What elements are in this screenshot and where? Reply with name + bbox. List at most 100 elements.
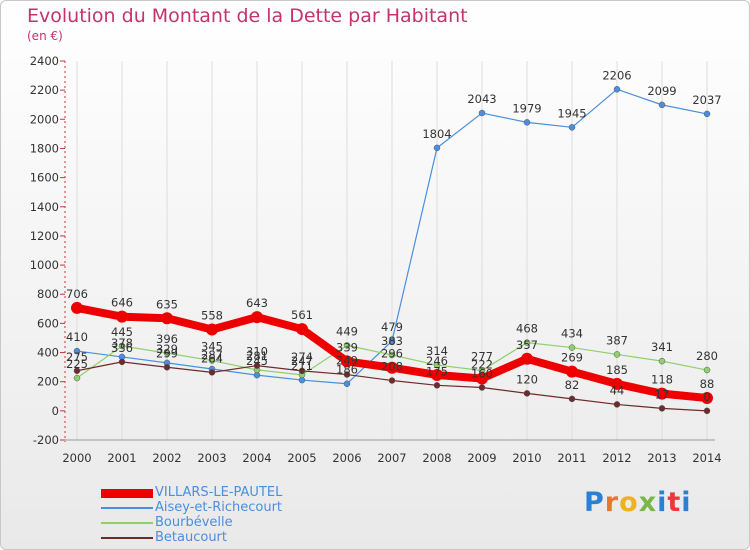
data-label: 277 <box>471 349 493 363</box>
x-tick-label: 2004 <box>242 451 271 465</box>
x-tick-label: 2002 <box>152 451 181 465</box>
data-point <box>73 367 81 375</box>
data-label: 186 <box>336 363 358 377</box>
data-label: 208 <box>381 360 403 374</box>
data-point <box>433 382 441 389</box>
y-tick-label: 1200 <box>30 229 59 243</box>
data-point <box>343 342 351 349</box>
data-point <box>703 366 711 374</box>
data-point <box>73 374 81 382</box>
data-point <box>206 323 218 336</box>
data-label: 383 <box>381 334 403 348</box>
data-label: 225 <box>66 357 88 371</box>
logo-letter: t <box>667 487 682 518</box>
data-point <box>568 124 576 131</box>
data-point <box>118 358 126 366</box>
data-point <box>613 351 621 358</box>
legend-item: Bourbévelle <box>101 515 361 531</box>
x-tick-label: 2000 <box>62 451 91 465</box>
data-point <box>208 357 216 364</box>
x-tick-label: 2008 <box>422 451 451 465</box>
data-point <box>478 384 486 391</box>
x-tick-label: 2005 <box>287 451 316 465</box>
logo-letter: x <box>638 487 658 518</box>
data-label: 118 <box>651 373 673 387</box>
data-point <box>523 339 531 346</box>
data-label: 357 <box>516 338 538 352</box>
data-label: 558 <box>201 309 223 323</box>
data-point <box>566 365 578 378</box>
data-label: 561 <box>291 308 313 322</box>
data-point <box>251 311 263 324</box>
x-tick-label: 2010 <box>512 451 541 465</box>
y-tick-label: 0 <box>52 404 59 418</box>
data-point <box>701 392 713 405</box>
data-point <box>658 357 666 365</box>
data-label: 387 <box>606 333 628 347</box>
data-point <box>298 367 306 375</box>
legend-swatch <box>101 489 153 498</box>
legend-swatch <box>101 507 153 509</box>
data-point <box>163 364 171 371</box>
y-tick-label: 1600 <box>30 171 59 185</box>
y-tick-label: 1800 <box>30 141 59 155</box>
data-label: 1945 <box>557 106 586 120</box>
chart-title: Evolution du Montant de la Dette par Hab… <box>27 5 468 27</box>
data-point <box>431 368 443 381</box>
legend-label: Bourbévelle <box>155 515 233 530</box>
proxiti-logo: Proxiti <box>584 487 692 518</box>
data-label: 643 <box>246 296 268 310</box>
data-label: 2037 <box>692 93 721 107</box>
data-point <box>341 355 353 368</box>
data-label: 269 <box>561 351 583 365</box>
legend-swatch <box>101 522 153 524</box>
data-label: 2206 <box>602 68 631 82</box>
data-label: 296 <box>381 347 403 361</box>
data-label: 280 <box>696 349 718 363</box>
x-tick-label: 2013 <box>647 451 676 465</box>
data-point <box>568 344 576 351</box>
data-point <box>658 405 666 412</box>
y-tick-label: 2400 <box>30 54 59 68</box>
logo-letter: P <box>584 487 605 518</box>
data-point <box>613 86 621 93</box>
data-point <box>161 312 173 325</box>
data-label: 341 <box>651 340 673 354</box>
data-label: 299 <box>156 346 178 360</box>
y-tick-label: 1400 <box>30 200 59 214</box>
data-label: 646 <box>111 296 133 310</box>
data-label: 249 <box>336 354 358 368</box>
data-label: 314 <box>426 344 448 358</box>
data-label: 468 <box>516 322 538 336</box>
y-tick-label: 400 <box>37 346 59 360</box>
data-label: 281 <box>246 349 268 363</box>
data-label: 706 <box>66 287 88 301</box>
data-point <box>703 407 711 415</box>
data-label: 2043 <box>467 92 496 106</box>
data-point <box>476 372 488 385</box>
data-point <box>71 301 83 314</box>
data-label: 2099 <box>647 84 676 98</box>
data-point <box>568 395 576 403</box>
data-point <box>611 377 623 390</box>
data-point <box>521 352 533 365</box>
data-point <box>163 349 171 357</box>
data-label: 44 <box>610 383 625 397</box>
data-point <box>523 119 531 126</box>
data-label: 287 <box>201 348 223 362</box>
data-point <box>703 110 711 118</box>
data-label: 120 <box>516 372 538 386</box>
data-label: 246 <box>426 354 448 368</box>
data-point <box>656 387 668 400</box>
x-tick-label: 2007 <box>377 451 406 465</box>
logo-letter: r <box>604 487 620 518</box>
data-point <box>523 390 531 397</box>
y-tick-label: 2200 <box>30 83 59 97</box>
y-tick-label: 200 <box>37 375 59 389</box>
x-tick-label: 2014 <box>692 451 721 465</box>
data-label: 479 <box>381 320 403 334</box>
data-point <box>343 380 351 387</box>
data-label: 211 <box>291 359 313 373</box>
y-tick-label: 600 <box>37 316 59 330</box>
data-label: 449 <box>336 324 358 338</box>
